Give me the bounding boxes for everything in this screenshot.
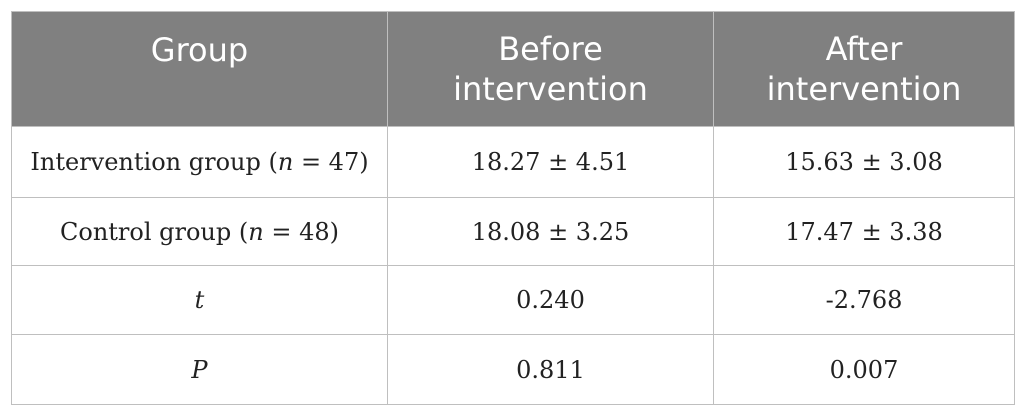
header-group: Group	[11, 11, 388, 127]
after-value-cell: -2.768	[713, 265, 1015, 335]
header-after-intervention: After intervention	[713, 11, 1015, 127]
row-label-cell: P	[11, 334, 388, 405]
row-label-variable: n	[277, 148, 294, 176]
row-label-text: Control group (	[60, 217, 249, 246]
row-label-count: = 48)	[263, 217, 339, 246]
results-table-container: Group Before intervention After interven…	[11, 11, 1015, 405]
header-group-label: Group	[150, 31, 249, 69]
header-before-intervention: Before intervention	[387, 11, 714, 127]
row-label-cell: Intervention group (n = 47)	[11, 126, 388, 198]
table-row-control-group: Control group (n = 48) 18.08 ± 3.25 17.4…	[11, 197, 1015, 266]
table-row-p-value: P 0.811 0.007	[11, 334, 1015, 405]
header-after-label: After intervention	[766, 30, 962, 108]
table-header: Group Before intervention After interven…	[11, 11, 1015, 127]
before-value-cell: 0.240	[387, 265, 714, 335]
row-label-text: Intervention group (	[30, 148, 278, 176]
header-row: Group Before intervention After interven…	[11, 11, 1015, 127]
after-value-cell: 0.007	[713, 334, 1015, 405]
before-value-cell: 0.811	[387, 334, 714, 405]
row-label-cell: Control group (n = 48)	[11, 197, 388, 266]
table-body: Intervention group (n = 47) 18.27 ± 4.51…	[11, 126, 1015, 405]
header-before-label: Before intervention	[453, 30, 648, 108]
row-label-count: = 47)	[293, 148, 369, 176]
row-label-cell: t	[11, 265, 388, 335]
after-value-cell: 17.47 ± 3.38	[713, 197, 1015, 266]
before-value-cell: 18.08 ± 3.25	[387, 197, 714, 266]
table-row-t-statistic: t 0.240 -2.768	[11, 265, 1015, 335]
row-label-variable: n	[248, 217, 264, 246]
results-table: Group Before intervention After interven…	[11, 11, 1015, 405]
table-row-intervention-group: Intervention group (n = 47) 18.27 ± 4.51…	[11, 126, 1015, 198]
after-value-cell: 15.63 ± 3.08	[713, 126, 1015, 198]
before-value-cell: 18.27 ± 4.51	[387, 126, 714, 198]
